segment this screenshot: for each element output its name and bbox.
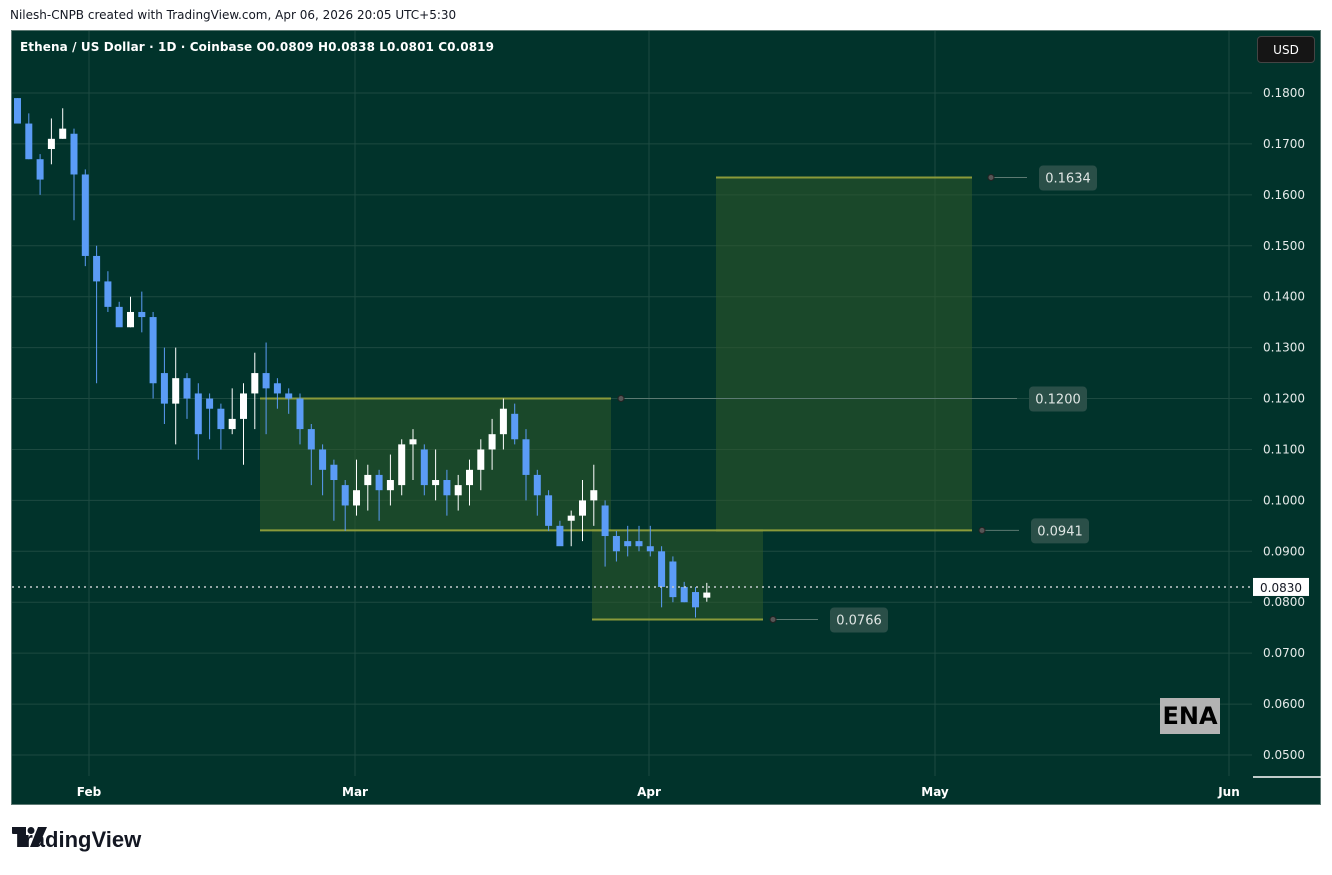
svg-text:Jun: Jun (1217, 785, 1240, 799)
symbol-badge: ENA (1160, 698, 1220, 734)
candlestick-plot[interactable]: 0.1634 0.1200 0.0941 0.0766 0.1800 0.1700 0.16… (12, 31, 1322, 806)
svg-text:0.1200: 0.1200 (1263, 392, 1305, 406)
svg-text:0.1800: 0.1800 (1263, 86, 1305, 100)
svg-text:0.1500: 0.1500 (1263, 239, 1305, 253)
currency-button[interactable]: USD (1257, 36, 1315, 63)
svg-text:0.1400: 0.1400 (1263, 290, 1305, 304)
svg-text:0.0500: 0.0500 (1263, 748, 1305, 762)
svg-text:0.0600: 0.0600 (1263, 697, 1305, 711)
chart-panel[interactable]: 0.1634 0.1200 0.0941 0.0766 0.1800 0.1700 0.16… (11, 30, 1322, 806)
target-box (716, 177, 972, 531)
symbol-legend: Ethena / US Dollar · 1D · Coinbase O0.08… (20, 40, 495, 54)
svg-text:0.0800: 0.0800 (1263, 595, 1305, 609)
svg-text:0.0700: 0.0700 (1263, 646, 1305, 660)
svg-text:Apr: Apr (637, 785, 661, 799)
svg-text:Feb: Feb (77, 785, 102, 799)
chart-credit: Nilesh-CNPB created with TradingView.com… (10, 8, 457, 22)
svg-text:0.0941: 0.0941 (1037, 524, 1083, 539)
svg-text:0.1000: 0.1000 (1263, 493, 1305, 507)
svg-text:0.0830: 0.0830 (1260, 581, 1302, 595)
svg-text:0.1634: 0.1634 (1045, 172, 1091, 187)
svg-text:0.1200: 0.1200 (1035, 393, 1081, 408)
tradingview-logo-icon (12, 827, 47, 847)
svg-text:0.1700: 0.1700 (1263, 137, 1305, 151)
tradingview-logo[interactable]: TradingView (12, 827, 141, 853)
svg-text:0.0766: 0.0766 (836, 614, 882, 629)
svg-text:0.1300: 0.1300 (1263, 341, 1305, 355)
svg-text:0.1100: 0.1100 (1263, 442, 1305, 456)
svg-text:May: May (921, 785, 949, 799)
svg-text:Mar: Mar (342, 785, 368, 799)
breakdown-box (592, 530, 763, 620)
svg-text:0.1600: 0.1600 (1263, 188, 1305, 202)
svg-text:0.0900: 0.0900 (1263, 544, 1305, 558)
